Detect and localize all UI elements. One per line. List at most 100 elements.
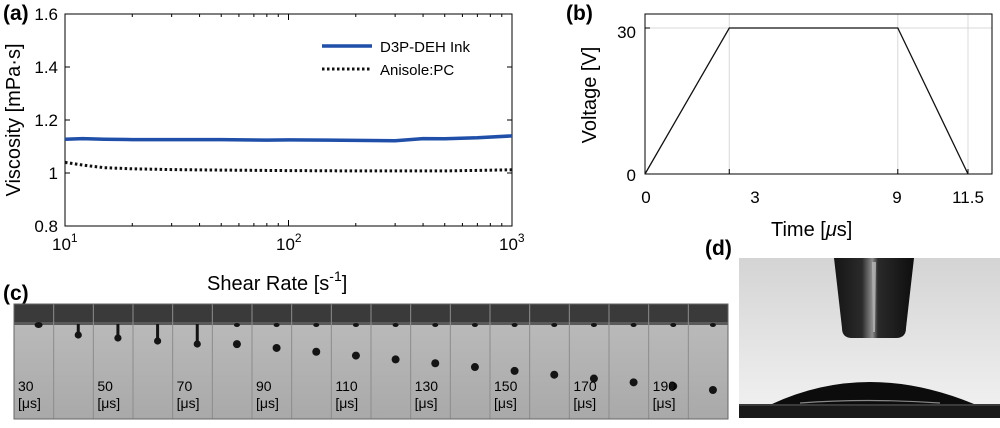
ink-droplet (629, 378, 638, 387)
series-lines-a (64, 134, 513, 173)
frame-time-label: 70 (177, 378, 193, 394)
y-tick-label: 0.8 (34, 217, 58, 236)
frame-time-unit: [μs] (335, 395, 358, 411)
ink-meniscus (709, 323, 716, 327)
ink-ligament (76, 324, 80, 335)
strip-border (13, 303, 729, 420)
nozzle-plate (252, 304, 292, 322)
droplet-image-strip: (c) 30[μs]50[μs]70[μs]90[μs]110[μs]130[μ… (3, 282, 729, 420)
ink-ligament (195, 324, 199, 344)
nozzle-plate-edge (14, 322, 54, 325)
nozzle-plate-edge (53, 322, 94, 325)
x-tick-label: 3 (750, 188, 759, 207)
frame-time-unit: [μs] (256, 395, 279, 411)
substrate (739, 404, 1000, 418)
ink-droplet (312, 347, 321, 356)
ink-meniscus (590, 323, 597, 327)
plot-frame-b (644, 13, 993, 175)
nozzle-plate-edge (133, 322, 173, 325)
frame-time-label: 90 (256, 378, 272, 394)
frame-time-unit: [μs] (415, 395, 438, 411)
ink-droplet (550, 370, 559, 379)
y-axis-label-a: Viscosity [mPa·s] (3, 44, 25, 197)
nozzle-plate (371, 304, 411, 322)
nozzle-plate-edge (688, 322, 728, 325)
ink-meniscus (313, 323, 320, 327)
ink-droplet (232, 340, 241, 349)
legend: D3P-DEH Ink Anisole:PC (322, 39, 471, 79)
nozzle-plate (688, 304, 728, 322)
contact-angle-photo: (d) (705, 237, 1000, 418)
droplet-head (193, 340, 201, 348)
frame-time-label: 110 (335, 378, 358, 394)
frame-time-unit: [μs] (97, 395, 120, 411)
legend-label-solvent: Anisole:PC (380, 62, 454, 79)
ink-meniscus (630, 323, 637, 327)
nozzle-plate (212, 304, 252, 322)
nozzle-plate (291, 304, 332, 322)
y-tick-label: 30 (617, 23, 636, 42)
nozzle-plate-edge (529, 322, 570, 325)
ink-meniscus (352, 323, 359, 327)
ink-meniscus (551, 323, 558, 327)
droplet-head (74, 331, 82, 339)
ink-meniscus (233, 323, 240, 327)
nozzle-plate-edge (291, 322, 332, 325)
ink-meniscus (392, 323, 399, 327)
panel-label-c: (c) (3, 282, 29, 305)
ink-viscosity-line (64, 134, 513, 143)
ink-meniscus (471, 323, 478, 327)
nozzle-plate (529, 304, 570, 322)
ink-meniscus (432, 323, 439, 327)
y-tick-label: 1 (49, 164, 58, 183)
nozzle-plate (14, 304, 54, 322)
x-tick-label: 11.5 (952, 188, 984, 207)
nozzle-plate (172, 304, 213, 322)
nozzle-plate (648, 304, 689, 322)
solvent-viscosity-line (64, 160, 513, 173)
y-tick-label: 1.4 (34, 58, 58, 77)
needle-highlight (872, 262, 876, 332)
ink-meniscus (670, 323, 677, 327)
nozzle-plate-edge (648, 322, 689, 325)
y-tick-label: 0 (627, 166, 636, 185)
nozzle-plate-edge (93, 322, 133, 325)
ink-droplet (351, 351, 360, 360)
nozzle-plate-edge (569, 322, 609, 325)
grid-b (644, 14, 992, 175)
nozzle-plate-edge (172, 322, 213, 325)
panel-label-a: (a) (3, 2, 29, 25)
frame-time-label: 130 (415, 378, 439, 394)
frame-time-unit: [μs] (18, 395, 41, 411)
frame-time-label: 170 (573, 378, 597, 394)
droplet-reflection (799, 399, 941, 404)
frame-time-unit: [μs] (653, 395, 676, 411)
x-tick-label: 9 (892, 188, 901, 207)
series-lines-b (644, 27, 969, 175)
axis-ticks-b (644, 27, 969, 175)
nozzle-plate (490, 304, 530, 322)
nozzle-plate-edge (212, 322, 252, 325)
sessile-droplet (772, 382, 974, 404)
nozzle-plate-edge (371, 322, 411, 325)
nozzle-plate-edge (410, 322, 451, 325)
frame-time-unit: [μs] (177, 395, 200, 411)
axis-ticks-a (64, 13, 512, 227)
frame-time-label: 190 (653, 378, 677, 394)
panel-label-b: (b) (566, 2, 593, 25)
nozzle-plate-edge (331, 322, 371, 325)
droplet-head (153, 337, 162, 345)
y-axis-label-b: Voltage [V] (579, 47, 601, 144)
ink-droplet (391, 355, 400, 364)
nozzle-plate-edge (490, 322, 530, 325)
nozzle-plate (133, 304, 173, 322)
ink-droplet (470, 363, 479, 372)
ink-ligament (156, 324, 160, 341)
x-tick-label: 0 (641, 188, 650, 207)
x-axis-label-a: Shear Rate [s-1] (207, 268, 347, 295)
ink-droplet (272, 343, 281, 352)
voltage-waveform-chart: (b) 30 0 0 3 9 11.5 Time [μs] Voltage [V… (566, 2, 993, 241)
viscosity-chart: (a) 0.8 1 1.2 1.4 1.6 101 102 103 Shear … (3, 2, 525, 295)
legend-label-ink: D3P-DEH Ink (380, 39, 471, 56)
